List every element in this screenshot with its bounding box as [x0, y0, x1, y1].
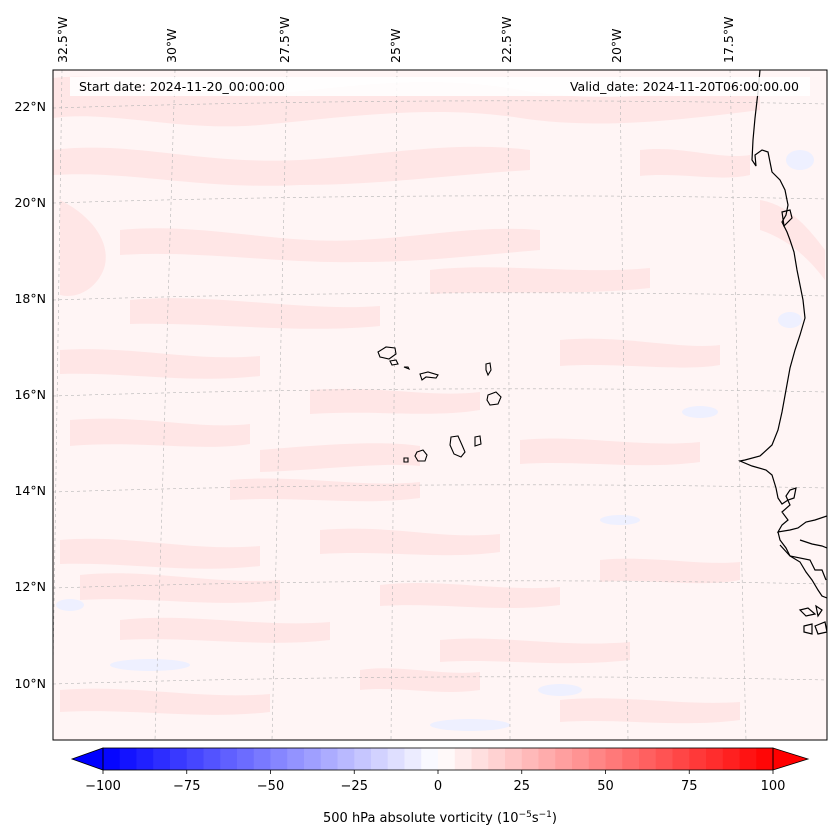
lat-label: 18°N	[14, 291, 46, 306]
latitude-labels: 22°N 20°N 18°N 16°N 14°N 12°N 10°N	[14, 99, 46, 691]
island-santo-antao	[377, 346, 397, 360]
colorbar-tick-label: −100	[85, 779, 121, 794]
positive-vorticity-patches	[53, 76, 825, 724]
colorbar-segment	[421, 748, 439, 770]
colorbar-segment	[438, 748, 456, 770]
lon-label: 17.5°W	[721, 17, 736, 63]
island-maio	[474, 435, 482, 447]
colorbar-segment	[706, 748, 724, 770]
colorbar-tick-label: −75	[173, 779, 200, 794]
lat-label: 10°N	[14, 676, 46, 691]
colorbar-tick-label: 0	[434, 779, 442, 794]
lon-label: 20°W	[609, 28, 624, 63]
colorbar-segment	[304, 748, 322, 770]
colorbar-segment	[237, 748, 255, 770]
colorbar-segment	[153, 748, 171, 770]
colorbar-segment	[655, 748, 674, 770]
island-sal	[485, 362, 492, 377]
colorbar-segment	[220, 748, 238, 770]
cape-verde-islands	[377, 346, 502, 463]
island-santa-luzia	[403, 366, 411, 371]
colorbar-segment	[639, 748, 657, 770]
colorbar-right-extend	[772, 747, 810, 771]
colorbar-segment	[739, 748, 757, 770]
colorbar-segments	[103, 748, 774, 770]
colorbar-segment	[287, 748, 305, 770]
colorbar-left-extend	[70, 747, 104, 771]
colorbar-segment	[471, 748, 489, 770]
lat-label: 12°N	[14, 579, 46, 594]
colorbar-segment	[722, 748, 741, 770]
island-sao-nicolau	[419, 371, 439, 381]
colorbar-segment	[203, 748, 221, 770]
map-panel	[53, 70, 827, 740]
island-boa-vista	[486, 391, 502, 406]
start-date-label: Start date: 2024-11-20_00:00:00	[79, 79, 285, 94]
negative-vorticity-patches	[56, 150, 814, 731]
colorbar: −100 −75 −50 −25 0 25 50 75 100 500 hPa absolute…	[70, 747, 810, 826]
colorbar-segment	[371, 748, 389, 770]
colorbar-segment	[505, 748, 523, 770]
colorbar-segment	[103, 748, 121, 770]
colorbar-ticks: −100 −75 −50 −25 0 25 50 75 100	[85, 770, 785, 794]
lon-label: 27.5°W	[277, 17, 292, 63]
island-fogo	[414, 449, 428, 462]
lat-label: 22°N	[14, 99, 46, 114]
colorbar-segment	[605, 748, 623, 770]
colorbar-label: 500 hPa absolute vorticity (10−5s−1)	[323, 810, 557, 826]
colorbar-segment	[186, 748, 205, 770]
lon-label: 32.5°W	[55, 17, 70, 63]
lat-label: 16°N	[14, 387, 46, 402]
date-info-bar: Start date: 2024-11-20_00:00:00 Valid_da…	[70, 77, 810, 96]
longitude-labels: 32.5°W 30°W 27.5°W 25°W 22.5°W 20°W 17.5…	[55, 17, 736, 63]
colorbar-segment	[354, 748, 372, 770]
island-brava	[403, 457, 409, 463]
colorbar-segment	[337, 748, 355, 770]
lat-label: 20°N	[14, 195, 46, 210]
colorbar-tick-label: 100	[761, 779, 786, 794]
african-coastline	[737, 70, 827, 635]
colorbar-tick-label: −25	[341, 779, 368, 794]
colorbar-segment	[555, 748, 573, 770]
colorbar-segment	[756, 748, 774, 770]
colorbar-segment	[270, 748, 288, 770]
colorbar-segment	[538, 748, 556, 770]
colorbar-segment	[387, 748, 406, 770]
island-santiago	[449, 435, 466, 458]
colorbar-tick-label: −50	[257, 779, 284, 794]
map-frame	[52, 69, 828, 741]
colorbar-segment	[689, 748, 707, 770]
lon-label: 22.5°W	[499, 17, 514, 63]
lon-label: 25°W	[388, 28, 403, 63]
colorbar-segment	[521, 748, 540, 770]
colorbar-segment	[622, 748, 640, 770]
lat-label: 14°N	[14, 483, 46, 498]
colorbar-tick-label: 25	[513, 779, 530, 794]
colorbar-segment	[119, 748, 138, 770]
colorbar-segment	[454, 748, 473, 770]
lon-label: 30°W	[164, 28, 179, 63]
colorbar-segment	[488, 748, 506, 770]
colorbar-segment	[170, 748, 188, 770]
colorbar-tick-label: 50	[597, 779, 614, 794]
colorbar-segment	[253, 748, 272, 770]
colorbar-segment	[588, 748, 607, 770]
colorbar-tick-label: 75	[681, 779, 698, 794]
island-sao-vicente	[389, 359, 399, 366]
colorbar-segment	[320, 748, 339, 770]
colorbar-segment	[404, 748, 422, 770]
colorbar-segment	[572, 748, 590, 770]
gridlines	[53, 70, 827, 740]
colorbar-segment	[136, 748, 154, 770]
colorbar-segment	[672, 748, 690, 770]
valid-date-label: Valid_date: 2024-11-20T06:00:00.00	[570, 79, 799, 94]
